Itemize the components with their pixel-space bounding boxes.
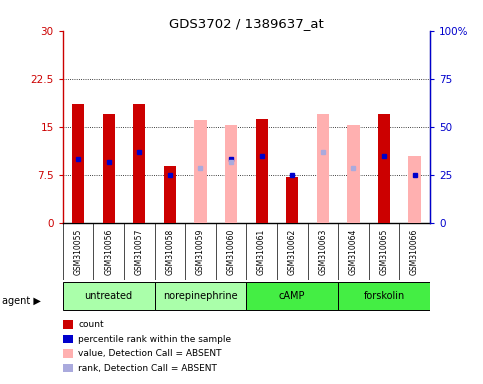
- Bar: [286, 177, 298, 223]
- Text: GSM310055: GSM310055: [73, 228, 83, 275]
- Bar: [164, 166, 176, 223]
- Bar: [72, 104, 84, 223]
- Bar: [225, 125, 237, 223]
- FancyBboxPatch shape: [338, 282, 430, 310]
- FancyBboxPatch shape: [155, 282, 246, 310]
- Text: rank, Detection Call = ABSENT: rank, Detection Call = ABSENT: [78, 364, 217, 373]
- FancyBboxPatch shape: [63, 282, 155, 310]
- Bar: [133, 104, 145, 223]
- Title: GDS3702 / 1389637_at: GDS3702 / 1389637_at: [169, 17, 324, 30]
- Text: cAMP: cAMP: [279, 291, 305, 301]
- Text: value, Detection Call = ABSENT: value, Detection Call = ABSENT: [78, 349, 222, 358]
- Text: norepinephrine: norepinephrine: [163, 291, 238, 301]
- Bar: [256, 119, 268, 223]
- Text: GSM310061: GSM310061: [257, 228, 266, 275]
- Text: GSM310059: GSM310059: [196, 228, 205, 275]
- Text: GSM310062: GSM310062: [288, 228, 297, 275]
- Text: GSM310056: GSM310056: [104, 228, 113, 275]
- Text: GSM310058: GSM310058: [165, 228, 174, 275]
- Text: GSM310065: GSM310065: [380, 228, 388, 275]
- Text: agent ▶: agent ▶: [2, 296, 41, 306]
- Text: untreated: untreated: [85, 291, 133, 301]
- Text: count: count: [78, 320, 104, 329]
- Bar: [102, 114, 115, 223]
- FancyBboxPatch shape: [246, 282, 338, 310]
- Text: forskolin: forskolin: [363, 291, 405, 301]
- Bar: [378, 114, 390, 223]
- Bar: [347, 126, 359, 223]
- Text: GSM310057: GSM310057: [135, 228, 144, 275]
- Text: GSM310064: GSM310064: [349, 228, 358, 275]
- Text: GSM310063: GSM310063: [318, 228, 327, 275]
- Text: percentile rank within the sample: percentile rank within the sample: [78, 334, 231, 344]
- Bar: [317, 114, 329, 223]
- Text: GSM310066: GSM310066: [410, 228, 419, 275]
- Text: GSM310060: GSM310060: [227, 228, 236, 275]
- Bar: [194, 120, 207, 223]
- Bar: [409, 156, 421, 223]
